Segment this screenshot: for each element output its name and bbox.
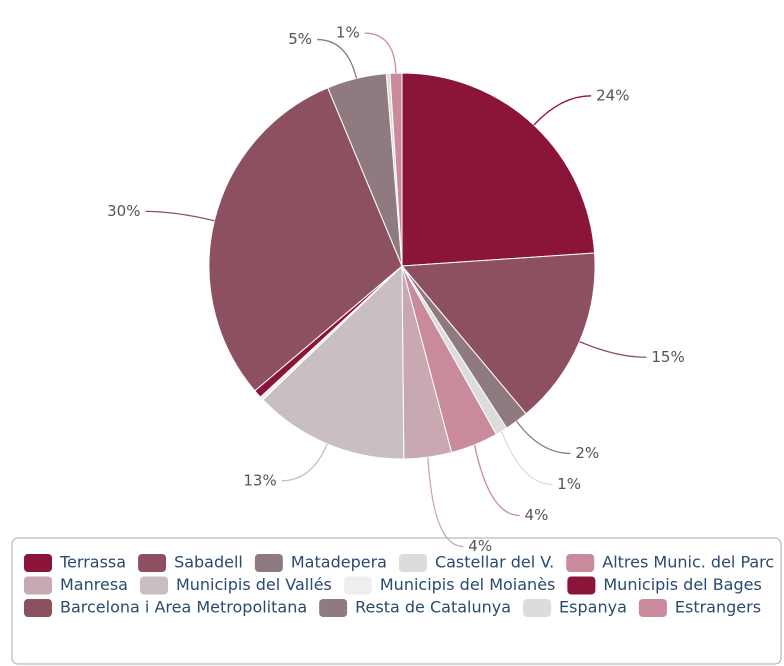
data-label: 13% bbox=[243, 471, 276, 489]
leader-line bbox=[579, 341, 647, 358]
legend-label: Castellar del V. bbox=[435, 553, 554, 572]
legend-label: Sabadell bbox=[174, 553, 243, 572]
data-label: 4% bbox=[525, 506, 549, 524]
legend-swatch bbox=[138, 554, 167, 572]
legend-label: Espanya bbox=[559, 598, 627, 617]
legend-swatch bbox=[398, 554, 427, 572]
leader-line bbox=[533, 95, 592, 126]
leader-line bbox=[500, 431, 553, 486]
leader-line bbox=[427, 457, 464, 548]
legend-swatch bbox=[24, 554, 52, 572]
leader-line bbox=[516, 420, 571, 455]
legend-swatch bbox=[319, 599, 348, 617]
data-label: 24% bbox=[596, 86, 629, 104]
pie-slice bbox=[389, 72, 403, 267]
legend-swatch bbox=[638, 599, 667, 617]
legend-label: Municipis del Moianès bbox=[380, 575, 556, 594]
legend-label: Municipis del Bages bbox=[603, 575, 761, 594]
leader-line bbox=[364, 32, 397, 74]
leader-line bbox=[317, 38, 358, 79]
legend-label: Altres Munic. del Parc bbox=[602, 553, 774, 572]
legend-swatch bbox=[523, 599, 552, 617]
data-label: 15% bbox=[651, 348, 684, 366]
legend-swatch bbox=[24, 599, 52, 617]
data-label: 5% bbox=[288, 30, 312, 48]
leader-line bbox=[281, 443, 328, 482]
data-label: 30% bbox=[107, 202, 140, 220]
legend-swatch bbox=[254, 554, 283, 572]
leader-line bbox=[145, 210, 215, 222]
data-label: 4% bbox=[468, 537, 492, 555]
data-label: 2% bbox=[575, 444, 599, 462]
legend-swatch bbox=[139, 576, 168, 595]
pie-slice bbox=[262, 264, 405, 460]
data-label: 1% bbox=[557, 475, 581, 493]
legend-swatch bbox=[567, 576, 596, 595]
legend-label: Manresa bbox=[60, 575, 128, 594]
pie-slice bbox=[400, 252, 596, 415]
legend-label: Barcelona i Area Metropolitana bbox=[60, 598, 307, 617]
legend-label: Terrassa bbox=[59, 553, 126, 572]
legend-swatch bbox=[566, 554, 595, 572]
leader-line bbox=[473, 444, 520, 517]
data-label: 1% bbox=[336, 24, 360, 42]
legend-label: Municipis del Vallés bbox=[176, 575, 332, 594]
legend-label: Matadepera bbox=[291, 553, 387, 572]
legend-swatch bbox=[24, 576, 52, 595]
legend-label: Estrangers bbox=[675, 598, 761, 617]
legend-swatch bbox=[343, 576, 372, 595]
legend-label: Resta de Catalunya bbox=[355, 598, 511, 617]
